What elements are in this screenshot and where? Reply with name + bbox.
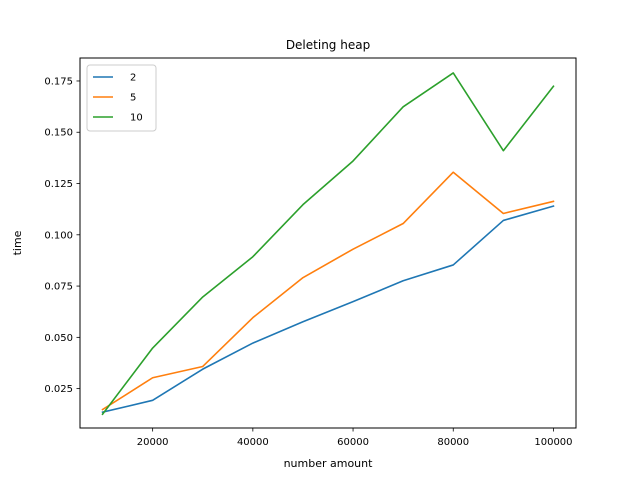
legend-label-2: 2 bbox=[130, 73, 136, 84]
legend-box bbox=[86, 64, 157, 132]
x-axis-label: number amount bbox=[284, 457, 374, 470]
y-tick-label: 0.125 bbox=[44, 179, 73, 190]
y-tick-label: 0.150 bbox=[44, 128, 73, 139]
series-layer bbox=[101, 72, 555, 416]
y-axis-label: time bbox=[11, 230, 24, 255]
x-tick-label: 80000 bbox=[437, 437, 469, 448]
y-tick-label: 0.075 bbox=[44, 282, 73, 293]
x-tick-label: 40000 bbox=[237, 437, 269, 448]
y-tick-label: 0.025 bbox=[44, 384, 73, 395]
y-tick-label: 0.100 bbox=[44, 230, 73, 241]
y-axis: 0.025 0.050 0.075 0.100 0.125 0.150 0.175 bbox=[44, 76, 80, 395]
legend: 2 5 10 bbox=[86, 64, 157, 132]
series-line-2 bbox=[101, 205, 555, 414]
x-axis: 20000 40000 60000 80000 100000 bbox=[137, 428, 573, 448]
plot-frame bbox=[79, 57, 577, 429]
legend-label-10: 10 bbox=[130, 113, 143, 124]
y-tick-label: 0.175 bbox=[44, 76, 73, 87]
axes-layer bbox=[79, 57, 577, 429]
series-line-5 bbox=[101, 171, 555, 411]
x-tick-label: 60000 bbox=[337, 437, 369, 448]
y-tick-label: 0.050 bbox=[44, 333, 73, 344]
series-line-10 bbox=[101, 72, 555, 416]
x-tick-label: 100000 bbox=[534, 437, 572, 448]
legend-label-5: 5 bbox=[130, 93, 136, 104]
chart-title: Deleting heap bbox=[286, 38, 370, 52]
x-tick-label: 20000 bbox=[137, 437, 169, 448]
